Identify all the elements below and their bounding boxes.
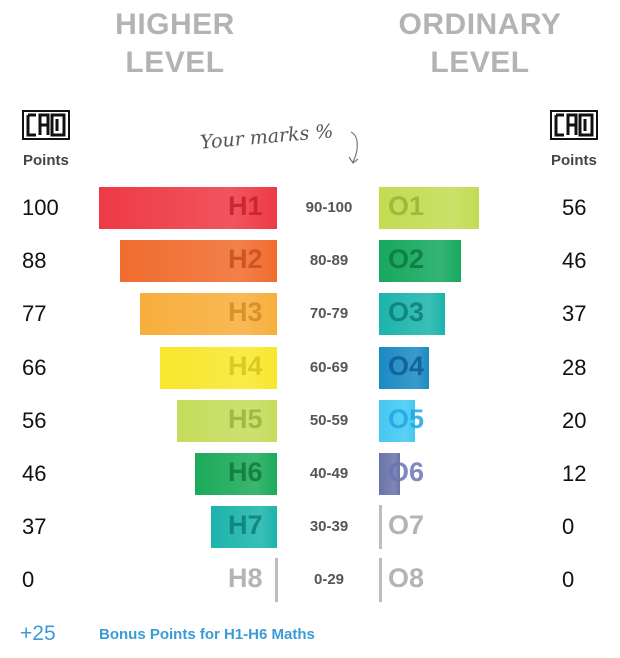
ordinary-level-heading: ORDINARY LEVEL (375, 6, 585, 82)
marks-range: 40-49 (309, 465, 349, 482)
ordinary-grade-label: O4 (388, 350, 425, 381)
higher-bar-empty (275, 558, 278, 603)
cao-logo-right (550, 110, 598, 140)
marks-annotation: Your marks % (199, 120, 335, 154)
points-label-left: Points (23, 152, 69, 169)
bonus-points-text: Bonus Points for H1-H6 Maths (99, 626, 315, 643)
higher-points-value: 77 (22, 301, 47, 327)
marks-range: 80-89 (309, 252, 349, 270)
marks-range: 30-39 (309, 518, 349, 536)
ordinary-grade-label: O3 (388, 297, 425, 328)
higher-bar (211, 506, 277, 549)
marks-range: 90-100 (305, 199, 353, 216)
ordinary-points-value: 0 (562, 567, 575, 593)
ordinary-points-value: 46 (562, 248, 587, 274)
higher-grade-label: H3 (228, 297, 263, 328)
ordinary-bar-empty (379, 558, 382, 603)
higher-grade-label: H7 (228, 510, 263, 541)
ordinary-bar (379, 187, 479, 229)
ordinary-points-value: 20 (562, 407, 587, 433)
higher-bar (99, 187, 277, 229)
curved-arrow-icon (348, 131, 359, 164)
higher-grade-label: H8 (228, 563, 263, 594)
ordinary-points-value: 56 (562, 195, 587, 220)
bonus-points-value: +25 (20, 622, 56, 645)
ordinary-grade-label: O2 (388, 244, 425, 275)
ordinary-points-value: 37 (562, 301, 587, 327)
ordinary-bar (379, 346, 429, 389)
higher-points-value: 100 (22, 195, 59, 220)
higher-level-heading: HIGHER LEVEL (95, 6, 255, 82)
ordinary-points-value: 0 (562, 514, 575, 540)
cao-logo-left (22, 110, 70, 140)
higher-grade-label: H1 (228, 191, 263, 221)
higher-grade-label: H6 (228, 457, 263, 487)
points-label-right: Points (551, 152, 597, 169)
higher-points-value: 88 (22, 248, 47, 274)
ordinary-grade-label: O8 (388, 563, 425, 594)
ordinary-bar (379, 453, 401, 495)
ordinary-grade-label: O6 (388, 457, 425, 487)
ordinary-grade-label: O1 (388, 191, 425, 221)
ordinary-grade-label: O5 (388, 403, 425, 434)
heading-line: LEVEL (125, 46, 225, 79)
ordinary-grade-label: O7 (388, 510, 425, 541)
heading-line: LEVEL (430, 46, 530, 79)
ordinary-points-value: 28 (562, 354, 587, 380)
marks-range: 70-79 (309, 305, 349, 323)
ordinary-bar-empty (379, 505, 382, 550)
heading-line: HIGHER (115, 8, 235, 41)
heading-line: ORDINARY (398, 8, 562, 41)
higher-points-value: 56 (22, 407, 47, 433)
higher-grade-label: H5 (228, 403, 263, 434)
higher-bar (120, 240, 277, 283)
higher-points-value: 0 (22, 567, 35, 593)
ordinary-bar (379, 293, 445, 336)
marks-range: 0-29 (313, 571, 345, 589)
higher-points-value: 66 (22, 354, 47, 380)
ordinary-points-value: 12 (562, 461, 587, 486)
higher-bar (159, 346, 277, 389)
marks-range: 60-69 (309, 358, 349, 376)
ordinary-bar (379, 240, 461, 283)
higher-bar (195, 453, 277, 495)
higher-bar (177, 399, 277, 442)
higher-points-value: 37 (22, 514, 47, 540)
higher-grade-label: H4 (228, 350, 263, 381)
higher-points-value: 46 (22, 461, 47, 486)
higher-grade-label: H2 (228, 244, 263, 275)
higher-bar (139, 293, 277, 336)
marks-range: 50-59 (309, 411, 349, 429)
ordinary-bar (379, 399, 415, 442)
